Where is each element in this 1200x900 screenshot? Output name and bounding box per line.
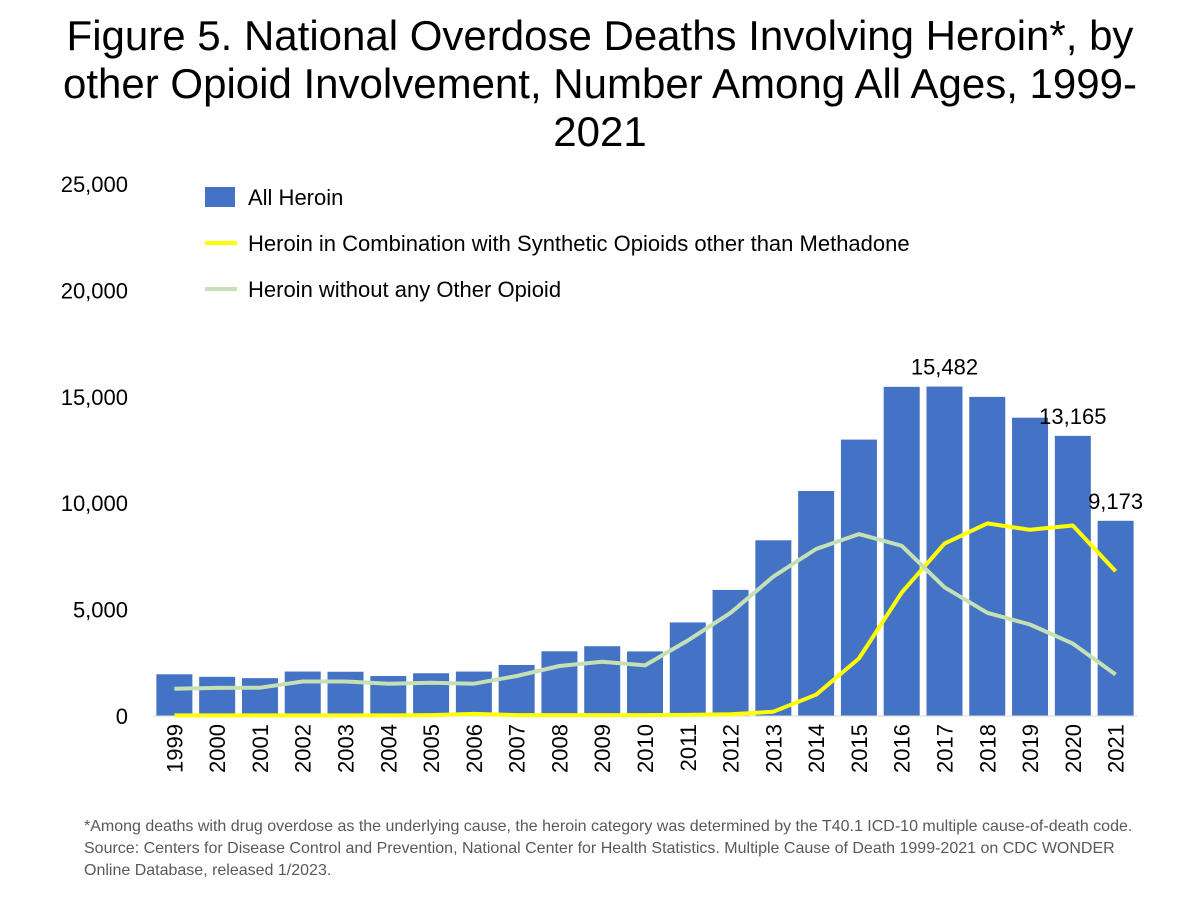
x-tick-label: 2001: [248, 724, 273, 773]
bar-2019: [1012, 417, 1049, 716]
x-tick-label: 2012: [719, 724, 744, 773]
bar-2000: [199, 676, 236, 716]
bar-2017: [926, 386, 963, 716]
y-tick-label: 20,000: [61, 278, 128, 303]
x-tick-label: 2016: [890, 724, 915, 773]
x-tick-label: 2010: [633, 724, 658, 773]
x-tick-label: 2008: [547, 724, 572, 773]
legend-label-2: Heroin without any Other Opioid: [248, 277, 561, 302]
legend-swatch-0: [205, 187, 235, 207]
bar-2008: [541, 651, 578, 716]
bar-2015: [840, 439, 877, 716]
bar-2021: [1097, 520, 1134, 716]
x-tick-label: 2020: [1061, 724, 1086, 773]
x-tick-label: 2000: [205, 724, 230, 773]
y-tick-label: 25,000: [61, 172, 128, 197]
x-tick-label: 2019: [1018, 724, 1043, 773]
x-tick-label: 2002: [291, 724, 316, 773]
bar-2012: [712, 589, 749, 716]
x-tick-label: 2004: [376, 724, 401, 773]
bar-2003: [327, 671, 364, 716]
bar-2014: [798, 490, 835, 716]
bar-2001: [241, 678, 278, 716]
x-tick-label: 2003: [334, 724, 359, 773]
bar-2006: [455, 671, 492, 716]
bar-2011: [669, 622, 706, 716]
y-tick-label: 10,000: [61, 491, 128, 516]
x-tick-label: 2014: [804, 724, 829, 773]
bar-2018: [969, 396, 1006, 716]
legend-label-1: Heroin in Combination with Synthetic Opi…: [248, 231, 910, 256]
y-tick-label: 15,000: [61, 385, 128, 410]
x-tick-label: 2021: [1104, 724, 1129, 773]
bar-2020: [1054, 435, 1091, 716]
x-tick-label: 2006: [462, 724, 487, 773]
data-label-2021: 9,173: [1088, 489, 1143, 514]
data-label-2020: 13,165: [1039, 404, 1106, 429]
x-tick-label: 2005: [419, 724, 444, 773]
footnote: *Among deaths with drug overdose as the …: [84, 818, 1133, 879]
x-tick-label: 2013: [761, 724, 786, 773]
x-tick-label: 2017: [932, 724, 957, 773]
x-tick-label: 2011: [676, 724, 701, 771]
bar-2016: [883, 386, 920, 716]
data-label-2017: 15,482: [911, 355, 978, 380]
x-tick-label: 2009: [590, 724, 615, 773]
bar-2010: [627, 651, 663, 716]
x-tick-label: 2015: [847, 724, 872, 773]
bar-1999: [156, 674, 193, 716]
bar-2005: [413, 673, 450, 716]
x-tick-label: 2007: [505, 724, 530, 773]
x-tick-label: 1999: [162, 724, 187, 773]
x-tick-label: 2018: [975, 724, 1000, 773]
bar-2009: [584, 646, 621, 716]
chart-title: Figure 5. National Overdose Deaths Invol…: [63, 12, 1137, 155]
legend-label-0: All Heroin: [248, 185, 343, 210]
y-tick-label: 0: [116, 704, 128, 729]
y-tick-label: 5,000: [73, 598, 128, 623]
bar-2002: [284, 671, 321, 716]
